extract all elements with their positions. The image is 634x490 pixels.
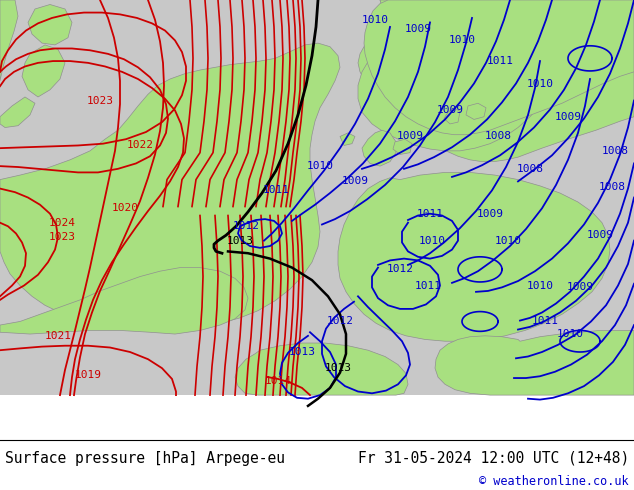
Text: 1010: 1010 bbox=[418, 236, 446, 245]
Text: 1023: 1023 bbox=[48, 232, 75, 242]
Polygon shape bbox=[22, 45, 65, 97]
Polygon shape bbox=[444, 108, 460, 124]
Polygon shape bbox=[358, 0, 634, 137]
Text: 1013: 1013 bbox=[226, 236, 254, 245]
Polygon shape bbox=[0, 0, 18, 81]
Text: 1024: 1024 bbox=[48, 218, 75, 228]
Text: 1009: 1009 bbox=[567, 282, 593, 293]
Polygon shape bbox=[393, 139, 412, 154]
Text: 1012: 1012 bbox=[327, 317, 354, 326]
Text: 1009: 1009 bbox=[404, 24, 432, 34]
Polygon shape bbox=[466, 103, 486, 120]
Text: 1011: 1011 bbox=[262, 185, 290, 196]
Text: 1011: 1011 bbox=[531, 317, 559, 326]
Polygon shape bbox=[235, 343, 408, 395]
Text: 1021: 1021 bbox=[44, 331, 72, 341]
Text: 1013: 1013 bbox=[288, 347, 316, 357]
Text: 1010: 1010 bbox=[495, 236, 522, 245]
Text: 1019: 1019 bbox=[75, 370, 101, 380]
Text: © weatheronline.co.uk: © weatheronline.co.uk bbox=[479, 475, 629, 488]
Text: 1008: 1008 bbox=[602, 146, 628, 156]
Polygon shape bbox=[0, 43, 340, 330]
Text: 1011: 1011 bbox=[415, 281, 441, 291]
Text: 1012: 1012 bbox=[387, 265, 413, 274]
Text: 1013: 1013 bbox=[325, 363, 351, 373]
Text: Surface pressure [hPa] Arpege-eu: Surface pressure [hPa] Arpege-eu bbox=[5, 451, 285, 465]
Text: 1010: 1010 bbox=[448, 35, 476, 46]
Bar bbox=[0, 0, 634, 395]
Text: 1010: 1010 bbox=[526, 281, 553, 291]
Polygon shape bbox=[28, 4, 72, 45]
Text: 1022: 1022 bbox=[127, 141, 153, 150]
Polygon shape bbox=[362, 130, 396, 166]
Text: 1011: 1011 bbox=[486, 56, 514, 66]
Text: 1009: 1009 bbox=[396, 131, 424, 142]
Text: 1011: 1011 bbox=[417, 209, 444, 219]
Polygon shape bbox=[0, 268, 248, 334]
Polygon shape bbox=[364, 0, 634, 135]
Polygon shape bbox=[435, 330, 634, 395]
Text: 1009: 1009 bbox=[342, 176, 368, 186]
Text: 1010: 1010 bbox=[306, 161, 333, 171]
Text: 1009: 1009 bbox=[477, 209, 503, 219]
Text: Fr 31-05-2024 12:00 UTC (12+48): Fr 31-05-2024 12:00 UTC (12+48) bbox=[358, 451, 629, 465]
Text: 1008: 1008 bbox=[484, 131, 512, 142]
Text: 1009: 1009 bbox=[586, 230, 614, 240]
Text: 1009: 1009 bbox=[555, 112, 581, 122]
Polygon shape bbox=[0, 97, 35, 127]
Polygon shape bbox=[358, 0, 560, 151]
Text: 1012: 1012 bbox=[233, 221, 259, 231]
Text: 1010: 1010 bbox=[557, 329, 583, 339]
Text: 1014: 1014 bbox=[264, 376, 292, 386]
Polygon shape bbox=[340, 133, 355, 146]
Text: 1023: 1023 bbox=[86, 96, 113, 105]
Text: 1009: 1009 bbox=[436, 104, 463, 115]
Polygon shape bbox=[338, 172, 610, 341]
Text: 1010: 1010 bbox=[361, 15, 389, 25]
Text: 1010: 1010 bbox=[526, 79, 553, 89]
Text: 1008: 1008 bbox=[598, 182, 626, 192]
Text: 1008: 1008 bbox=[517, 164, 543, 174]
Text: 1020: 1020 bbox=[112, 203, 138, 213]
Polygon shape bbox=[370, 0, 634, 162]
